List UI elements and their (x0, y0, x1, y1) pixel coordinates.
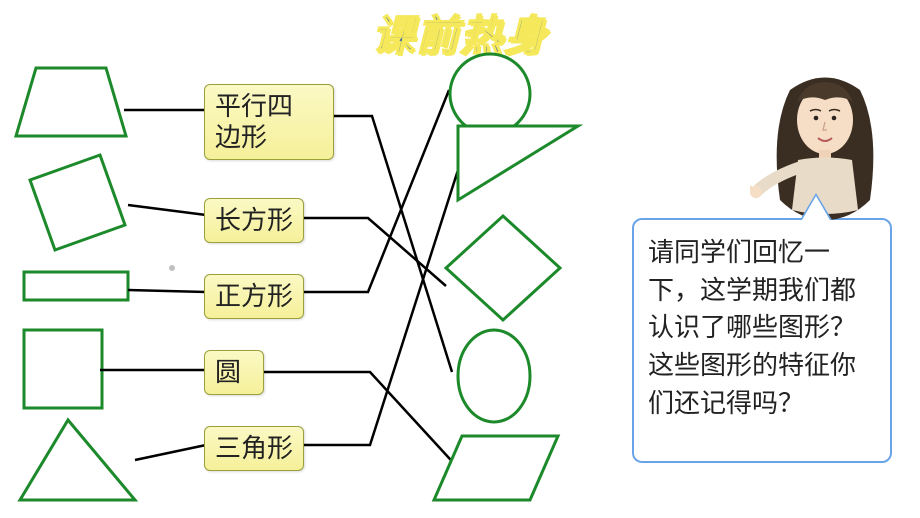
left-shape-small_square (24, 330, 102, 408)
decorative-dot (169, 265, 175, 271)
match-line-4 (135, 445, 206, 460)
match-line-2 (128, 290, 206, 292)
label-square: 正方形 (204, 274, 304, 319)
right-shape-pgram (434, 436, 558, 500)
right-shape-rtriangle (458, 126, 578, 200)
label-parallelogram: 平行四 边形 (204, 84, 334, 160)
question-box: 请同学们回忆一下，这学期我们都认识了哪些图形？这些图形的特征你们还记得吗？ (632, 218, 892, 463)
left-shape-rotated_square (30, 155, 125, 250)
left-shape-triangle (20, 420, 135, 500)
left-shape-trapezoid (16, 68, 126, 136)
right-shape-diamond (446, 216, 560, 320)
label-circle: 圆 (204, 350, 264, 395)
label-rectangle: 长方形 (204, 198, 304, 243)
question-text: 请同学们回忆一下，这学期我们都认识了哪些图形？这些图形的特征你们还记得吗？ (648, 237, 856, 418)
right-shape-circle (450, 54, 530, 134)
speech-tail (802, 196, 830, 220)
match-line-9 (304, 170, 458, 445)
match-line-1 (128, 205, 206, 215)
right-shape-ellipse (458, 330, 530, 422)
left-shape-flat_rect (24, 272, 128, 300)
label-triangle: 三角形 (204, 426, 304, 471)
